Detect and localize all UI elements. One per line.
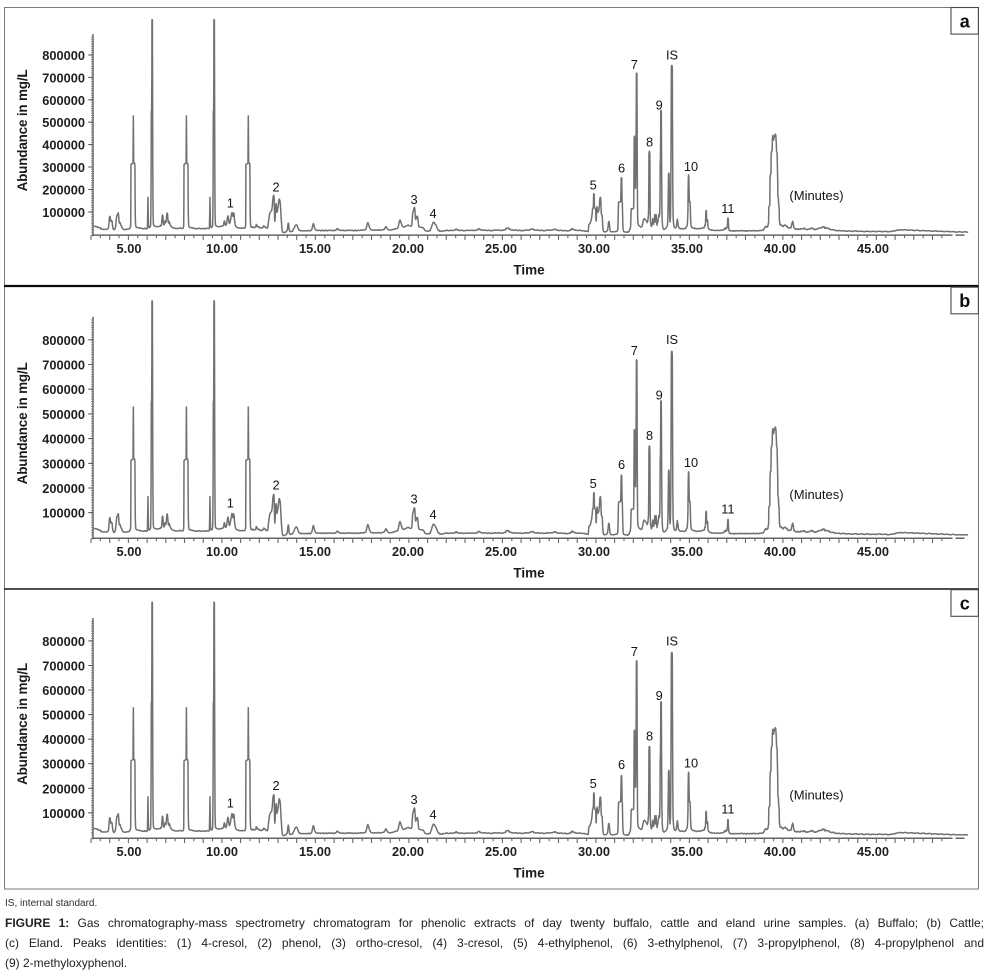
svg-text:400000: 400000 xyxy=(42,138,85,153)
svg-text:30.00: 30.00 xyxy=(578,844,610,859)
svg-text:700000: 700000 xyxy=(42,659,85,674)
svg-text:Time: Time xyxy=(513,566,545,581)
svg-text:6: 6 xyxy=(618,457,625,472)
svg-text:1: 1 xyxy=(227,796,234,811)
svg-text:5: 5 xyxy=(590,476,597,491)
svg-text:9: 9 xyxy=(656,387,663,402)
svg-text:600000: 600000 xyxy=(42,382,85,397)
svg-text:800000: 800000 xyxy=(42,48,85,63)
svg-text:IS: IS xyxy=(666,633,678,648)
svg-text:(Minutes): (Minutes) xyxy=(789,788,843,803)
svg-text:10.00: 10.00 xyxy=(206,844,238,859)
svg-text:6: 6 xyxy=(618,757,625,772)
svg-text:700000: 700000 xyxy=(42,70,85,85)
svg-text:10.00: 10.00 xyxy=(206,544,238,559)
svg-text:400000: 400000 xyxy=(42,732,85,747)
svg-text:3: 3 xyxy=(411,192,418,207)
svg-text:45.00: 45.00 xyxy=(857,844,889,859)
svg-text:800000: 800000 xyxy=(42,634,85,649)
svg-text:8: 8 xyxy=(646,428,653,443)
svg-text:10: 10 xyxy=(684,455,698,470)
svg-text:6: 6 xyxy=(618,160,625,175)
svg-text:45.00: 45.00 xyxy=(857,241,889,256)
svg-text:a: a xyxy=(960,11,971,31)
svg-text:600000: 600000 xyxy=(42,683,85,698)
svg-text:15.00: 15.00 xyxy=(299,241,331,256)
svg-text:Abundance in mg/L: Abundance in mg/L xyxy=(15,663,30,785)
svg-text:10: 10 xyxy=(684,159,698,174)
svg-text:100000: 100000 xyxy=(42,205,85,220)
svg-text:8: 8 xyxy=(646,134,653,149)
svg-text:IS: IS xyxy=(666,47,678,62)
svg-text:30.00: 30.00 xyxy=(578,241,610,256)
svg-text:600000: 600000 xyxy=(42,93,85,108)
svg-text:20.00: 20.00 xyxy=(392,241,424,256)
svg-text:30.00: 30.00 xyxy=(578,544,610,559)
svg-text:5: 5 xyxy=(590,178,597,193)
svg-text:4: 4 xyxy=(429,206,436,221)
svg-text:700000: 700000 xyxy=(42,358,85,373)
svg-text:200000: 200000 xyxy=(42,183,85,198)
svg-text:c: c xyxy=(960,594,970,614)
svg-text:500000: 500000 xyxy=(42,115,85,130)
svg-text:2: 2 xyxy=(272,778,279,793)
svg-text:9: 9 xyxy=(656,97,663,112)
svg-text:Time: Time xyxy=(513,263,545,278)
svg-text:20.00: 20.00 xyxy=(392,844,424,859)
svg-text:100000: 100000 xyxy=(42,506,85,521)
svg-text:11: 11 xyxy=(721,501,734,516)
svg-text:Abundance in mg/L: Abundance in mg/L xyxy=(15,70,30,192)
svg-text:100000: 100000 xyxy=(42,806,85,821)
svg-text:Time: Time xyxy=(513,866,545,881)
svg-text:10.00: 10.00 xyxy=(206,241,238,256)
svg-text:5.00: 5.00 xyxy=(117,544,142,559)
svg-text:200000: 200000 xyxy=(42,481,85,496)
svg-text:Abundance in mg/L: Abundance in mg/L xyxy=(15,362,30,484)
svg-text:40.00: 40.00 xyxy=(764,241,796,256)
svg-text:25.00: 25.00 xyxy=(485,241,517,256)
svg-text:1: 1 xyxy=(227,495,234,510)
svg-text:7: 7 xyxy=(631,343,638,358)
svg-text:300000: 300000 xyxy=(42,456,85,471)
svg-text:35.00: 35.00 xyxy=(671,544,703,559)
svg-text:5.00: 5.00 xyxy=(117,844,142,859)
svg-text:10: 10 xyxy=(684,755,698,770)
svg-text:300000: 300000 xyxy=(42,757,85,772)
svg-text:20.00: 20.00 xyxy=(392,544,424,559)
svg-text:(Minutes): (Minutes) xyxy=(789,487,843,502)
svg-text:5: 5 xyxy=(590,776,597,791)
svg-text:35.00: 35.00 xyxy=(671,844,703,859)
svg-text:500000: 500000 xyxy=(42,407,85,422)
svg-text:300000: 300000 xyxy=(42,160,85,175)
svg-text:3: 3 xyxy=(411,492,418,507)
svg-text:40.00: 40.00 xyxy=(764,844,796,859)
svg-text:b: b xyxy=(959,291,970,311)
svg-text:2: 2 xyxy=(272,478,279,493)
svg-text:2: 2 xyxy=(272,179,279,194)
svg-text:45.00: 45.00 xyxy=(857,544,889,559)
svg-text:7: 7 xyxy=(631,644,638,659)
svg-text:400000: 400000 xyxy=(42,432,85,447)
svg-text:7: 7 xyxy=(631,57,638,72)
svg-text:11: 11 xyxy=(721,802,734,817)
svg-text:15.00: 15.00 xyxy=(299,844,331,859)
svg-text:40.00: 40.00 xyxy=(764,544,796,559)
svg-text:200000: 200000 xyxy=(42,781,85,796)
svg-text:500000: 500000 xyxy=(42,708,85,723)
svg-text:8: 8 xyxy=(646,729,653,744)
svg-text:11: 11 xyxy=(721,201,734,216)
svg-text:9: 9 xyxy=(656,688,663,703)
svg-text:IS: IS xyxy=(666,332,678,347)
svg-text:4: 4 xyxy=(429,807,436,822)
svg-text:800000: 800000 xyxy=(42,333,85,348)
svg-text:35.00: 35.00 xyxy=(671,241,703,256)
svg-text:(Minutes): (Minutes) xyxy=(789,188,843,203)
svg-text:4: 4 xyxy=(429,507,436,522)
svg-text:5.00: 5.00 xyxy=(117,241,142,256)
svg-text:1: 1 xyxy=(227,195,234,210)
svg-text:25.00: 25.00 xyxy=(485,844,517,859)
svg-text:15.00: 15.00 xyxy=(299,544,331,559)
svg-text:3: 3 xyxy=(411,792,418,807)
svg-text:25.00: 25.00 xyxy=(485,544,517,559)
